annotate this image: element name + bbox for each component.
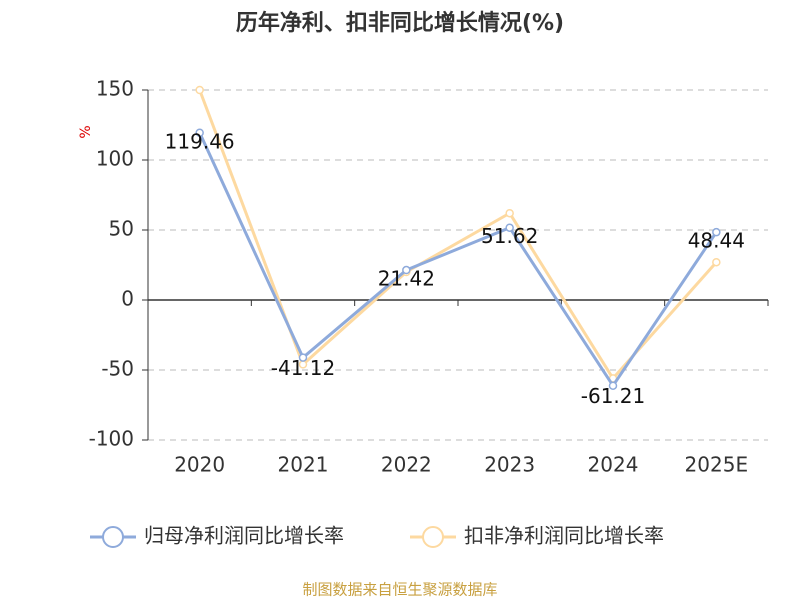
y-tick-label: 0 <box>121 287 134 311</box>
data-label: 51.62 <box>481 224 538 248</box>
data-label: 21.42 <box>378 267 435 291</box>
source-note: 制图数据来自恒生聚源数据库 <box>302 581 497 599</box>
data-point <box>505 223 514 232</box>
data-point <box>402 265 411 275</box>
data-point <box>608 381 618 390</box>
data-point <box>505 208 514 218</box>
x-tick-label: 2021 <box>278 453 329 477</box>
x-tick-label: 2020 <box>174 453 225 477</box>
data-point <box>195 128 204 138</box>
data-point <box>298 353 308 362</box>
data-label: -61.21 <box>581 384 645 408</box>
series-line <box>198 132 718 389</box>
y-tick-label: -50 <box>101 357 134 381</box>
y-tick-label: 150 <box>96 77 134 101</box>
chart-title: 历年净利、扣非同比增长情况(%) <box>236 10 564 36</box>
x-tick-label: 2025E <box>685 453 749 477</box>
data-point <box>712 257 721 267</box>
x-tick-label: 2022 <box>381 453 432 477</box>
data-label: -41.12 <box>271 356 335 380</box>
y-axis-label: % <box>78 125 94 138</box>
data-label: 119.46 <box>165 129 235 153</box>
x-tick-label: 2023 <box>484 453 535 477</box>
data-point <box>712 227 721 237</box>
legend-marker <box>102 526 124 548</box>
legend-label: 扣非净利润同比增长率 <box>464 524 664 548</box>
data-point <box>195 85 204 95</box>
data-label: 48.44 <box>688 229 745 253</box>
y-tick-label: 50 <box>109 217 134 241</box>
y-tick-label: -100 <box>89 427 134 451</box>
series-line <box>198 89 718 381</box>
legend-label: 归母净利润同比增长率 <box>144 524 344 548</box>
x-tick-label: 2024 <box>588 453 639 477</box>
legend-marker <box>422 526 444 548</box>
y-tick-label: 100 <box>96 147 134 171</box>
